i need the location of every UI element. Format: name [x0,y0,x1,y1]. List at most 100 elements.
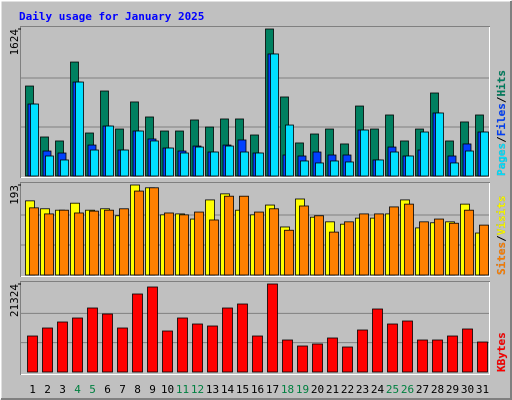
bar [149,187,159,276]
chart-title: Daily usage for January 2025 [19,10,204,23]
bar [164,212,174,276]
bar [480,131,489,177]
x-tick-label: 9 [149,383,156,396]
legend-entry: Sites [495,242,508,275]
x-tick-label: 22 [341,383,354,396]
x-tick-label: 17 [266,383,279,396]
legend: Pages/Files/Hits [495,70,508,176]
bar [312,343,323,373]
x-tick-label: 19 [296,383,309,396]
bar [44,213,54,276]
panel-border-dark [20,281,490,375]
bar [252,335,263,373]
x-tick-label: 25 [386,383,399,396]
legend-entry: Files [495,103,508,136]
bar [432,339,443,373]
bar [462,328,473,373]
x-tick-label: 29 [446,383,459,396]
bar [465,150,474,177]
y-tick-label: 1624 [8,29,21,56]
bar [75,81,84,177]
x-tick-label: 6 [104,383,111,396]
x-tick-label: 3 [59,383,66,396]
bar [150,140,159,177]
x-tick-label: 10 [161,383,174,396]
x-tick-label: 11 [176,383,189,396]
bar [285,124,294,177]
legend-entry: KBytes [495,332,508,372]
bar [90,149,99,177]
bar [372,308,383,373]
panel-border-light [21,282,490,375]
panel-border-dark [20,26,490,178]
x-tick-label: 7 [119,383,126,396]
bar [179,214,189,276]
bar [59,209,69,276]
legend-entry: Hits [495,70,508,97]
bar [135,130,144,177]
bar [389,206,399,276]
y-tick-label: 193 [8,185,21,205]
bar [120,149,129,177]
bar [330,160,339,177]
bar [60,159,69,177]
bar [30,103,39,177]
bar [237,303,248,373]
bar [359,213,369,276]
bar [240,151,249,177]
bar [222,307,233,373]
bar [374,213,384,276]
legend-entry: Pages [495,143,508,176]
bar [162,330,173,373]
bar [329,231,339,276]
bar [344,221,354,276]
bar [435,112,444,177]
bar [207,325,218,373]
x-tick-label: 26 [401,383,414,396]
y-tick-label: 21324 [8,284,21,317]
legend: Sites/Visits [495,196,508,276]
bar [419,221,429,276]
bar [210,151,219,177]
bar [464,209,474,276]
bar [42,327,53,373]
bar [119,208,129,276]
bar [225,145,234,177]
x-tick-label: 12 [191,383,204,396]
bar [327,337,338,373]
bar [417,339,428,373]
bar [104,209,114,276]
bar [132,293,143,373]
bar [404,203,414,276]
x-tick-label: 15 [236,383,249,396]
bar [87,307,98,373]
bar [342,346,353,373]
x-tick-label: 18 [281,383,294,396]
bar [254,211,264,276]
bar [29,207,39,276]
bar [402,320,413,373]
bar [387,323,398,373]
panel-border-light [21,27,490,178]
bar [269,208,279,276]
bar [284,229,294,276]
bar [267,283,278,373]
bar [209,219,219,276]
bar [89,210,99,276]
x-tick-label: 23 [356,383,369,396]
bar [345,161,354,177]
bar [180,152,189,177]
bar [177,317,188,373]
panel-border-light [21,183,490,277]
legend: KBytes [495,332,508,372]
bar [360,129,369,177]
x-tick-label: 24 [371,383,385,396]
bar [314,215,324,276]
panel-border-dark [20,182,490,277]
x-tick-label: 27 [416,383,429,396]
legend-separator: / [495,96,508,103]
x-tick-label: 13 [206,383,219,396]
bar [57,321,68,373]
